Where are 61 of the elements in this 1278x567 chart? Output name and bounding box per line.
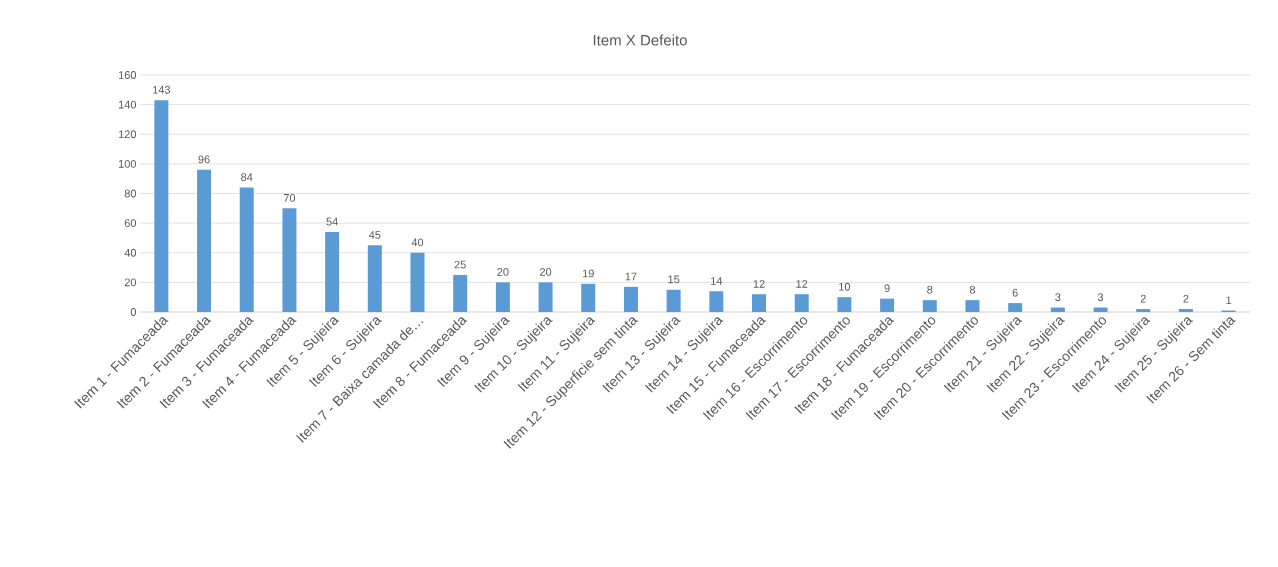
bar [752, 294, 767, 312]
data-label: 2 [1183, 294, 1189, 303]
data-label: 1 [1226, 296, 1232, 304]
data-label: 6 [1012, 288, 1018, 297]
y-tick-label: 160 [118, 71, 137, 79]
y-tick-label: 100 [118, 159, 137, 168]
bar [581, 283, 596, 312]
bar [1178, 309, 1193, 312]
data-label: 9 [884, 284, 890, 293]
bar [495, 282, 510, 312]
data-label: 2 [1140, 294, 1146, 303]
bar [1093, 307, 1108, 312]
bar [666, 289, 681, 312]
bar [453, 274, 468, 312]
data-label: 3 [1055, 293, 1061, 302]
data-label: 19 [582, 269, 594, 278]
data-label: 20 [497, 268, 509, 276]
data-label: 12 [796, 280, 808, 288]
data-label: 8 [969, 285, 976, 294]
bar [325, 232, 340, 312]
y-tick-label: 80 [124, 189, 137, 198]
bar [623, 286, 638, 312]
bar [880, 298, 895, 312]
y-tick-label: 20 [124, 278, 137, 287]
bar [1050, 307, 1065, 312]
bar [154, 100, 169, 312]
data-label: 96 [198, 155, 210, 164]
data-label: 14 [711, 277, 723, 285]
bar [794, 294, 809, 312]
data-label: 10 [839, 282, 851, 291]
bar [197, 169, 212, 312]
bar [1008, 303, 1023, 312]
data-label: 25 [454, 260, 466, 269]
bar [410, 252, 425, 312]
data-label: 84 [241, 173, 253, 182]
data-label: 45 [368, 231, 381, 239]
bar [837, 297, 852, 312]
y-tick-label: 120 [118, 130, 137, 139]
bar [1136, 309, 1151, 312]
data-label: 17 [625, 272, 637, 281]
chart-title: Item X Defeito [593, 34, 687, 46]
y-tick-label: 40 [124, 248, 137, 257]
bar [239, 187, 254, 312]
y-tick-label: 60 [124, 219, 137, 228]
data-label: 8 [927, 285, 933, 294]
data-label: 15 [668, 275, 680, 284]
bar [367, 245, 382, 312]
data-label: 40 [411, 238, 424, 247]
data-label: 12 [753, 280, 765, 288]
bar [538, 282, 553, 312]
bar [965, 300, 980, 312]
data-label: 20 [540, 268, 552, 276]
bar [282, 208, 297, 312]
bar [922, 300, 937, 312]
y-tick-label: 0 [130, 308, 137, 316]
bar [709, 291, 724, 312]
data-label: 54 [326, 217, 338, 226]
data-label: 3 [1097, 293, 1104, 302]
data-label: 143 [153, 85, 171, 94]
y-tick-label: 140 [118, 100, 137, 109]
data-label: 70 [283, 194, 296, 202]
